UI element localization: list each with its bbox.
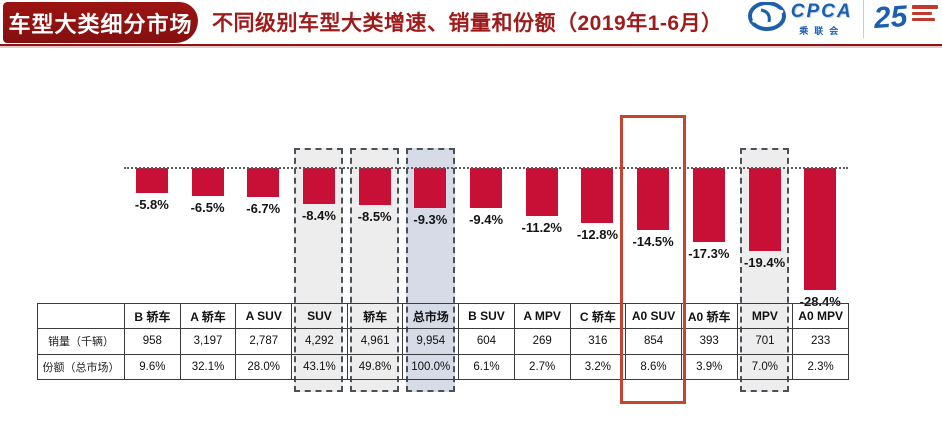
bar-A SUV <box>247 168 280 197</box>
bar-value-label: -9.4% <box>469 212 504 227</box>
table-cell: 3,197 <box>179 328 237 355</box>
table-cell: 854 <box>625 328 682 355</box>
column-header-A SUV: A SUV <box>235 303 293 329</box>
table-cell: 9.6% <box>124 353 181 380</box>
table-cell: 604 <box>458 328 515 355</box>
cpca-acronym-text: CPCA <box>790 1 853 22</box>
anniversary-25-icon: 25 <box>872 0 909 36</box>
bar-value-label: -6.7% <box>246 201 281 216</box>
table-cell: 2,787 <box>235 328 293 355</box>
bar-A0 SUV <box>637 168 670 230</box>
table-cell: 2.3% <box>792 353 849 380</box>
zero-baseline <box>124 167 848 169</box>
table-cell: 3.9% <box>680 353 738 380</box>
table-cell: 100.0% <box>402 353 460 380</box>
table-cell: 43.1% <box>291 353 348 380</box>
data-table: B 轿车 A 轿车 A SUV SUV 轿车 总市场 B SUV A MPV C 轿车 A0 SU… <box>37 303 849 380</box>
bar-value-label: -11.2% <box>521 220 562 235</box>
table-cell: 3.2% <box>569 353 627 380</box>
bar-B 轿车 <box>135 168 168 193</box>
table-corner-cell <box>37 303 125 329</box>
header-divider <box>0 44 942 46</box>
column-header-MPV: MPV <box>736 303 794 329</box>
table-cell: 316 <box>569 328 627 355</box>
column-header-A 轿车: A 轿车 <box>179 303 237 329</box>
column-header-总市场: 总市场 <box>402 303 460 329</box>
bar-MPV <box>748 168 781 251</box>
cpca-chinese-name: 乘联会 <box>799 26 845 36</box>
bar-value-label: -5.8% <box>134 197 169 212</box>
bar-value-label: -19.4% <box>743 255 786 270</box>
column-header-A0 轿车: A0 轿车 <box>680 303 738 329</box>
bar-value-label: -8.5% <box>357 209 392 224</box>
bar-C 轿车 <box>581 168 614 223</box>
bar-SUV <box>302 168 335 204</box>
bar-轿车 <box>358 168 391 205</box>
table-cell: 269 <box>513 328 571 355</box>
column-header-A0 SUV: A0 SUV <box>625 303 682 329</box>
highlight-box-A0 SUV <box>620 115 687 404</box>
table-cell: 393 <box>680 328 738 355</box>
anniversary-caption-lines <box>912 5 938 21</box>
section-badge: 车型大类细分市场 <box>3 2 198 43</box>
column-header-B 轿车: B 轿车 <box>124 303 181 329</box>
table-cell: 28.0% <box>235 353 293 380</box>
table-cell: 9,954 <box>402 328 460 355</box>
table-cell: 4,961 <box>346 328 404 355</box>
cpca-emblem-icon <box>747 2 786 31</box>
cpca-logo: CPCA 乘联会 <box>747 2 853 37</box>
bar-value-label: -14.5% <box>632 234 674 249</box>
table-cell: 32.1% <box>179 353 237 380</box>
page-title: 不同级别车型大类增速、销量和份额（2019年1-6月） <box>212 12 723 35</box>
bar-A MPV <box>525 168 558 216</box>
table-row: 销量（千辆） 958 3,197 2,787 4,292 4,961 9,954 604 269… <box>37 328 849 355</box>
bar-value-label: -8.4% <box>301 208 336 223</box>
column-header-A MPV: A MPV <box>513 303 571 329</box>
column-header-C 轿车: C 轿车 <box>569 303 627 329</box>
table-cell: 233 <box>792 328 849 355</box>
section-badge-label: 车型大类细分市场 <box>8 11 193 37</box>
logo-group: CPCA 乘联会 25 <box>747 0 938 42</box>
column-header-轿车: 轿车 <box>346 303 404 329</box>
table-cell: 6.1% <box>458 353 515 380</box>
row-label: 份额（总市场） <box>37 353 125 380</box>
column-header-SUV: SUV <box>291 303 348 329</box>
bar-value-label: -12.8% <box>576 227 619 242</box>
bar-A 轿车 <box>191 168 224 196</box>
bar-value-label: -9.3% <box>413 212 448 227</box>
table-cell: 958 <box>124 328 181 355</box>
bar-value-label: -17.3% <box>688 246 730 261</box>
logo-divider <box>862 0 864 38</box>
table-cell: 7.0% <box>736 353 794 380</box>
row-label: 销量（千辆） <box>37 328 125 355</box>
table-cell: 49.8% <box>346 353 404 380</box>
table-cell: 701 <box>736 328 794 355</box>
bar-B SUV <box>470 168 503 208</box>
bar-总市场 <box>414 168 447 208</box>
table-cell: 4,292 <box>291 328 348 355</box>
table-cell: 2.7% <box>513 353 571 380</box>
table-row: 份额（总市场） 9.6% 32.1% 28.0% 43.1% 49.8% 100.0% 6.1… <box>37 353 849 380</box>
bar-value-label: -6.5% <box>190 200 225 215</box>
bar-A0 轿车 <box>692 168 725 242</box>
column-header-B SUV: B SUV <box>458 303 515 329</box>
bar-A0 MPV <box>804 168 837 290</box>
column-header-A0 MPV: A0 MPV <box>792 303 849 329</box>
